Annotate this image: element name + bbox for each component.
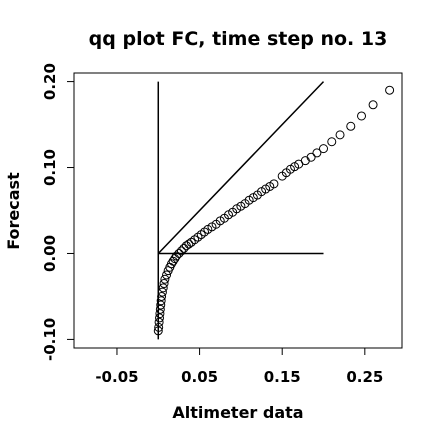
x-tick-label: 0.15 [264,368,301,386]
data-point [159,279,169,289]
data-point [171,251,181,261]
data-point [162,270,172,280]
data-points [153,85,395,336]
data-point [154,317,164,327]
data-point [312,148,322,158]
data-point [368,100,378,110]
data-point [155,309,165,319]
data-point [157,291,167,301]
x-axis-label: Altimeter data [172,403,303,422]
data-point [154,322,164,332]
data-point [200,227,210,237]
data-point [306,152,316,162]
plot-frame [73,72,403,349]
data-point [186,237,196,247]
data-point [193,232,203,242]
data-point [153,326,163,336]
data-point [190,235,200,245]
data-point [184,239,194,249]
x-tick-label: -0.05 [95,368,138,386]
data-point [155,304,165,314]
y-tick-label: 0.00 [41,235,59,272]
data-point [160,274,170,284]
data-point [157,287,167,297]
data-point [166,259,176,269]
reference-line [157,81,325,254]
data-point [168,256,178,266]
y-axis: -0.10 0.00 0.10 0.20 [41,63,75,361]
data-point [319,144,329,154]
chart-title: qq plot FC, time step no. 13 [89,28,388,50]
data-point [196,230,206,240]
x-axis: -0.05 0.05 0.15 0.25 [95,347,383,386]
x-tick-label: 0.05 [181,368,218,386]
data-point [174,248,184,258]
y-tick-label: 0.20 [41,63,59,100]
data-point [158,283,168,293]
y-tick-label: 0.10 [41,149,59,186]
y-axis-label: Forecast [4,172,23,250]
data-point [269,179,279,189]
x-tick-label: 0.25 [346,368,383,386]
data-point [156,296,166,306]
data-point [335,130,345,140]
data-point [300,156,310,166]
data-point [156,300,166,310]
data-point [357,111,367,121]
data-point [346,121,356,131]
data-point [385,85,395,95]
reference-lines [157,81,325,340]
y-tick-label: -0.10 [41,318,59,361]
data-point [327,137,337,147]
data-point [155,313,165,323]
data-point [176,246,186,256]
